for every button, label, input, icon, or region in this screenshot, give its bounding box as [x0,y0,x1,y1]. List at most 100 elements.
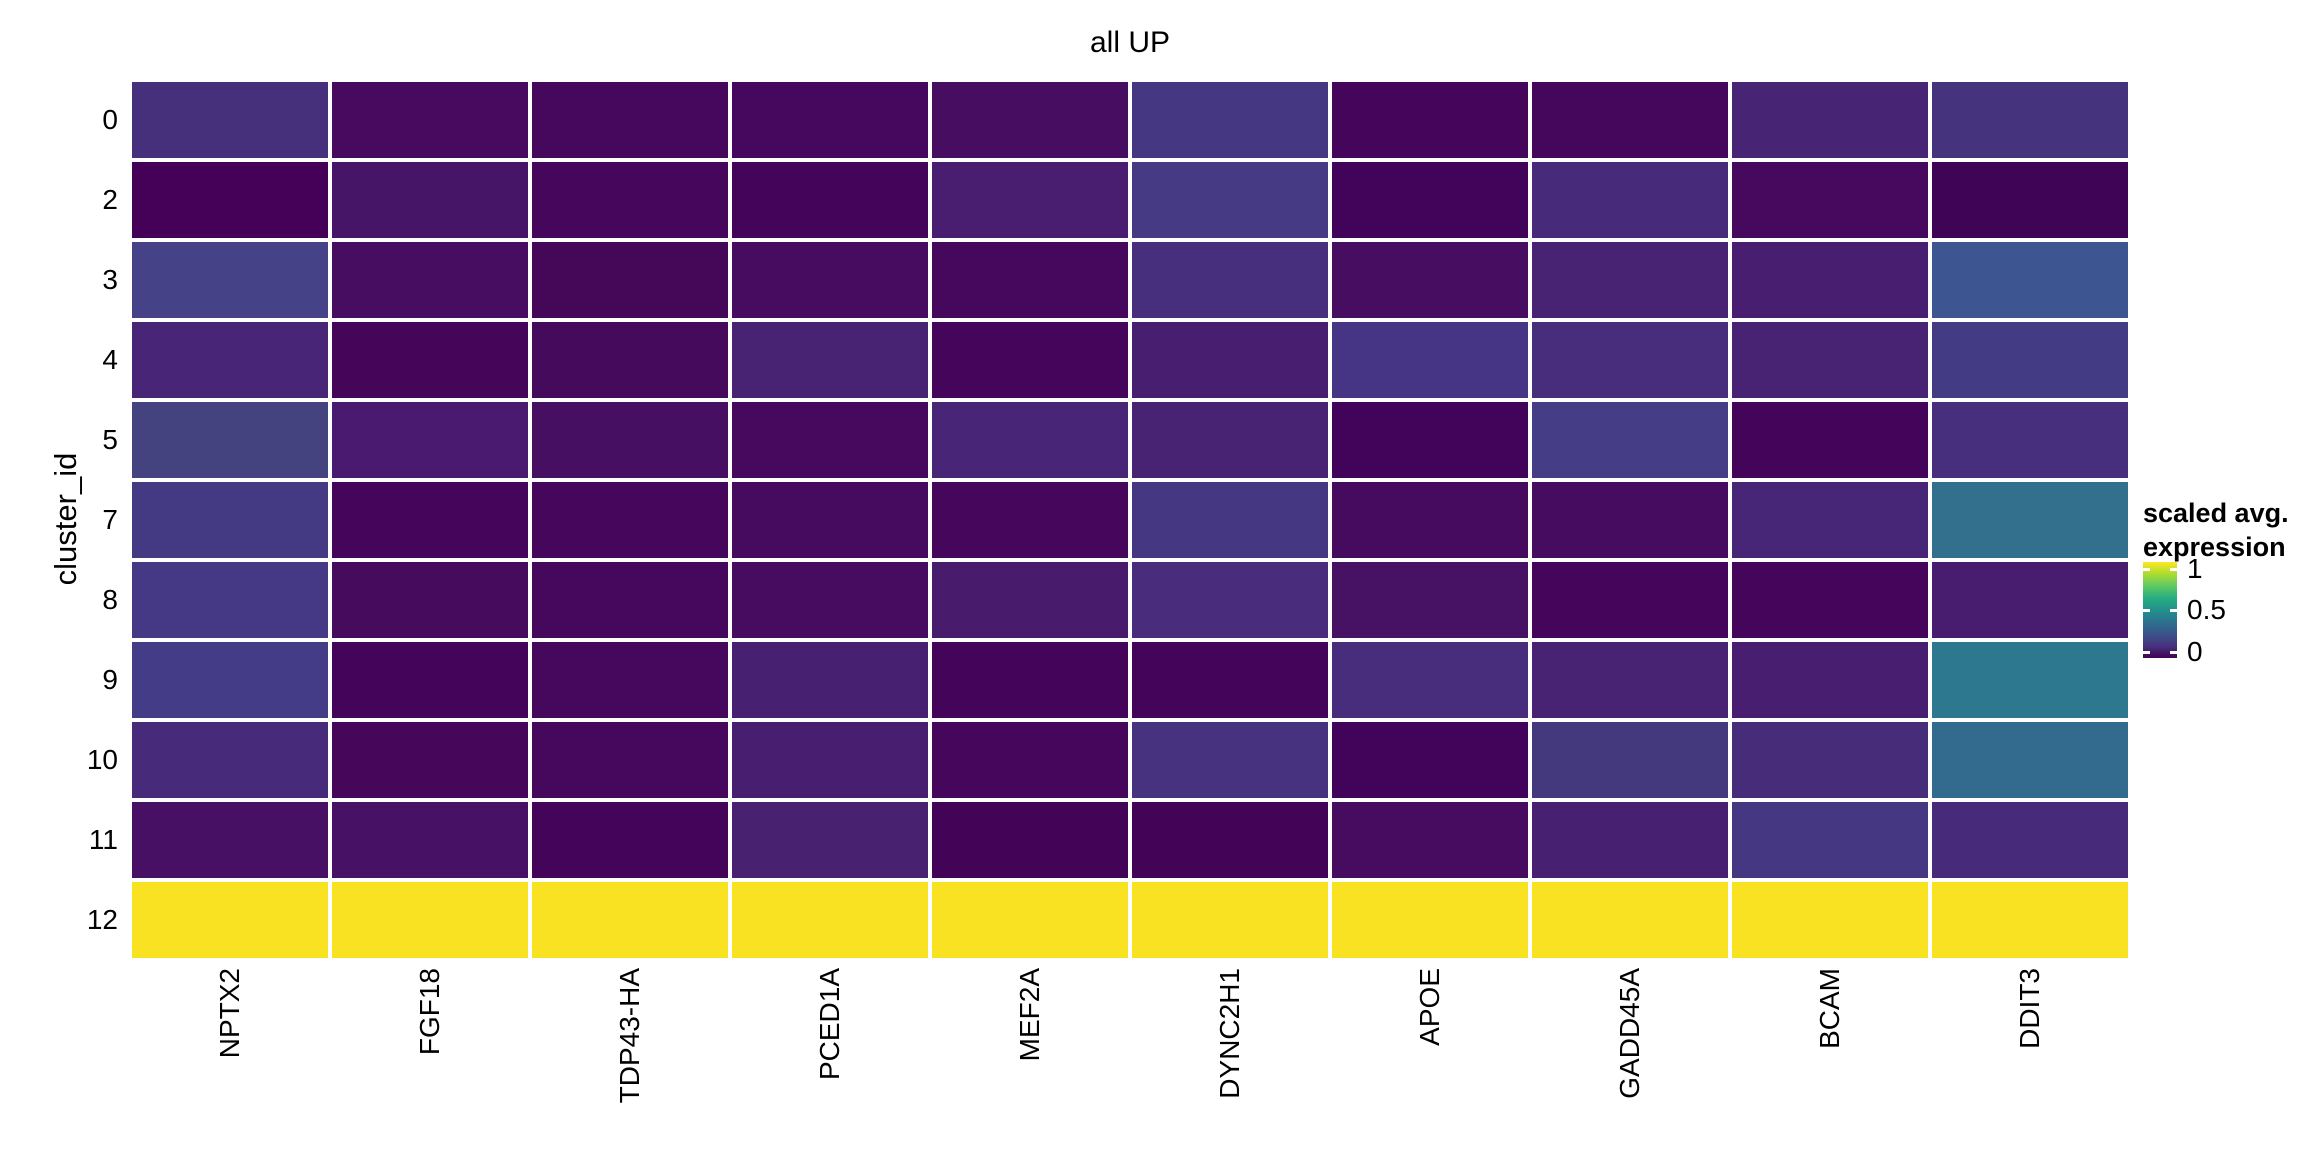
x-tick-label: TDP43-HA [614,968,645,1104]
y-tick-label: 4 [102,344,118,375]
heatmap-cell [132,642,328,718]
legend-tick-label: 1 [2187,553,2203,584]
heatmap-cell [1732,242,1928,318]
heatmap-cell [1532,402,1728,478]
heatmap-cell [1332,402,1528,478]
heatmap-cell [532,482,728,558]
heatmap-cell [532,82,728,158]
heatmap-cell [932,162,1128,238]
heatmap-cell [1732,722,1928,798]
heatmap-cell [132,162,328,238]
heatmap-cell [732,82,928,158]
heatmap-cell [532,642,728,718]
heatmap-cell [1132,642,1328,718]
heatmap-cell [1332,882,1528,958]
heatmap-cell [332,162,528,238]
heatmap-cell [1132,482,1328,558]
legend-tick-mark [2143,568,2150,571]
legend-title-line1: scaled avg. [2143,498,2289,528]
heatmap-cell [732,802,928,878]
heatmap-cell [1332,722,1528,798]
heatmap-cell [132,722,328,798]
heatmap-cell [1932,82,2128,158]
legend-tick-mark [2170,651,2177,654]
heatmap-cell [332,882,528,958]
heatmap-cell [1932,722,2128,798]
y-tick-label: 11 [88,824,118,855]
y-tick-label: 5 [102,424,118,455]
heatmap-cell [1732,82,1928,158]
legend-tick-label: 0 [2187,636,2203,667]
heatmap-cell [1132,882,1328,958]
y-tick-label: 12 [86,904,118,935]
heatmap-cell [1132,722,1328,798]
heatmap-cell [1732,482,1928,558]
heatmap-cell [1732,882,1928,958]
heatmap-cell [932,82,1128,158]
heatmap-cell [1332,642,1528,718]
heatmap-cell [1532,162,1728,238]
heatmap-cell [732,482,928,558]
heatmap-cell [1132,402,1328,478]
heatmap-cell [1332,322,1528,398]
y-tick-label: 8 [102,584,118,615]
heatmap-cell [1532,882,1728,958]
legend-tick-label: 0.5 [2187,594,2226,625]
heatmap-cell [332,242,528,318]
heatmap-cell [1932,802,2128,878]
heatmap-cell [732,642,928,718]
heatmap-cell [332,722,528,798]
heatmap-cell [1532,642,1728,718]
heatmap-cell [932,562,1128,638]
x-tick-label: APOE [1414,968,1445,1046]
heatmap-cell [932,882,1128,958]
x-tick-label: DYNC2H1 [1214,968,1245,1099]
legend-title-line2: expression [2143,532,2286,562]
heatmap-cell [732,162,928,238]
heatmap-cell [732,242,928,318]
heatmap-cell [1732,402,1928,478]
heatmap-cell [732,882,928,958]
heatmap-cell [732,722,928,798]
heatmap-plot [130,80,2130,960]
x-tick-label: GADD45A [1614,968,1645,1099]
heatmap-cell [1532,482,1728,558]
heatmap-cell [932,722,1128,798]
heatmap-cell [132,482,328,558]
heatmap-cell [932,242,1128,318]
x-tick-label: MEF2A [1014,968,1045,1062]
heatmap-cell [732,562,928,638]
heatmap-cell [1932,642,2128,718]
heatmap-cell [332,642,528,718]
heatmap-cell [1332,82,1528,158]
heatmap-cell [1132,162,1328,238]
y-tick-label: 0 [102,104,118,135]
heatmap-cell [932,402,1128,478]
heatmap-cell [1932,162,2128,238]
heatmap-cell [1332,162,1528,238]
x-tick-label: DDIT3 [2014,968,2045,1049]
y-tick-label: 7 [102,504,118,535]
heatmap-cell [332,82,528,158]
heatmap-cell [932,482,1128,558]
heatmap-cell [132,402,328,478]
heatmap-cell [732,402,928,478]
y-tick-label: 9 [102,664,118,695]
x-tick-label: FGF18 [414,968,445,1056]
heatmap-cell [1932,562,2128,638]
heatmap-cell [532,162,728,238]
heatmap-cell [132,882,328,958]
heatmap-cell [532,322,728,398]
heatmap-cell [1732,802,1928,878]
y-tick-label: 2 [102,184,118,215]
x-tick-label: BCAM [1814,968,1845,1049]
heatmap-cell [132,82,328,158]
chart-title: all UP [1089,26,1171,59]
heatmap-cell [132,242,328,318]
heatmap-cell [932,642,1128,718]
heatmap-cell [1532,802,1728,878]
heatmap-cell [332,482,528,558]
heatmap-cell [332,402,528,478]
heatmap-cell [332,802,528,878]
heatmap-cell [532,802,728,878]
